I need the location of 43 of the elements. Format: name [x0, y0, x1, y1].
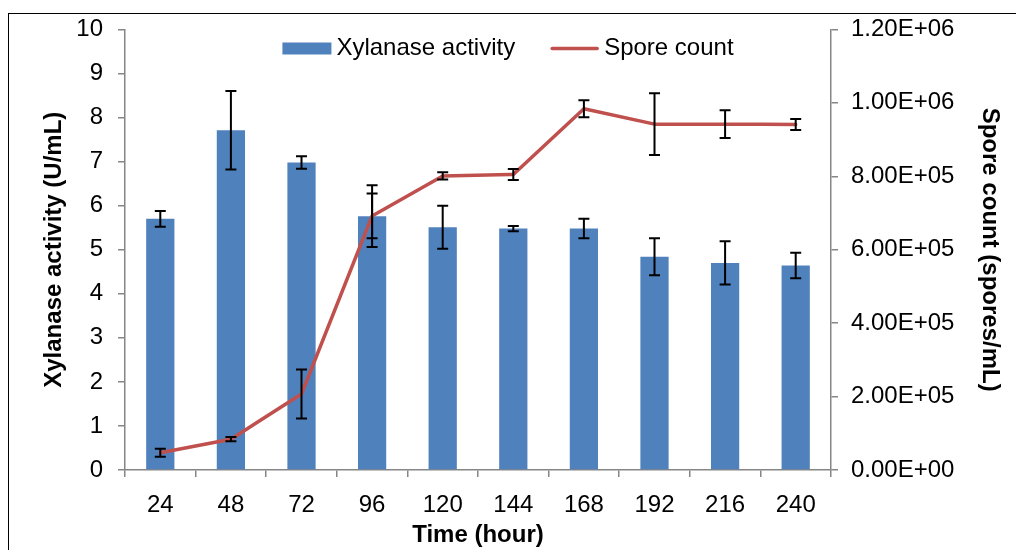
y-tick-label: 7 — [89, 146, 103, 174]
x-tick-label: 168 — [563, 490, 604, 518]
bar — [357, 216, 387, 470]
x-tick-label: 120 — [422, 490, 463, 518]
y-axis-title: Xylanase activity (U/mL) — [39, 111, 67, 388]
x-tick-label: 24 — [146, 490, 174, 518]
bar — [287, 162, 316, 470]
x-tick-label: 240 — [775, 490, 816, 518]
y-tick-label: 8 — [89, 102, 103, 130]
x-tick-label: 144 — [493, 490, 534, 518]
bar — [710, 262, 740, 470]
y2-tick-label: 6.00E+05 — [851, 234, 955, 262]
y-tick-label: 9 — [89, 58, 103, 86]
x-tick-label: 96 — [358, 490, 386, 518]
bar — [216, 130, 246, 470]
y2-tick-label: 1.00E+06 — [851, 87, 955, 115]
bar — [781, 265, 810, 470]
x-tick-label: 192 — [634, 490, 675, 518]
legend-label: Spore count — [604, 33, 734, 61]
bar — [146, 218, 175, 470]
y-tick-label: 6 — [89, 190, 103, 218]
y-tick-label: 5 — [89, 234, 103, 262]
y-tick-label: 3 — [89, 322, 103, 350]
y2-tick-label: 0.00E+00 — [851, 454, 955, 482]
y-tick-label: 0 — [89, 454, 103, 482]
bar — [499, 228, 528, 470]
x-tick-label: 48 — [217, 490, 245, 518]
y2-tick-label: 8.00E+05 — [851, 160, 955, 188]
bar — [640, 256, 669, 470]
legend-label: Xylanase activity — [336, 33, 516, 61]
bar — [428, 227, 457, 470]
y-tick-label: 10 — [76, 14, 103, 42]
x-axis-title: Time (hour) — [412, 520, 544, 548]
y-tick-label: 2 — [89, 366, 103, 394]
y2-tick-label: 1.20E+06 — [851, 14, 955, 42]
y2-tick-label: 2.00E+05 — [851, 381, 955, 409]
y2-tick-label: 4.00E+05 — [851, 307, 955, 335]
x-tick-label: 216 — [705, 490, 746, 518]
bar — [569, 228, 599, 470]
y-tick-label: 4 — [89, 278, 103, 306]
x-tick-label: 72 — [288, 490, 315, 518]
y-tick-label: 1 — [89, 410, 103, 438]
y2-axis-title: Spore count (spores/mL) — [977, 107, 1005, 392]
